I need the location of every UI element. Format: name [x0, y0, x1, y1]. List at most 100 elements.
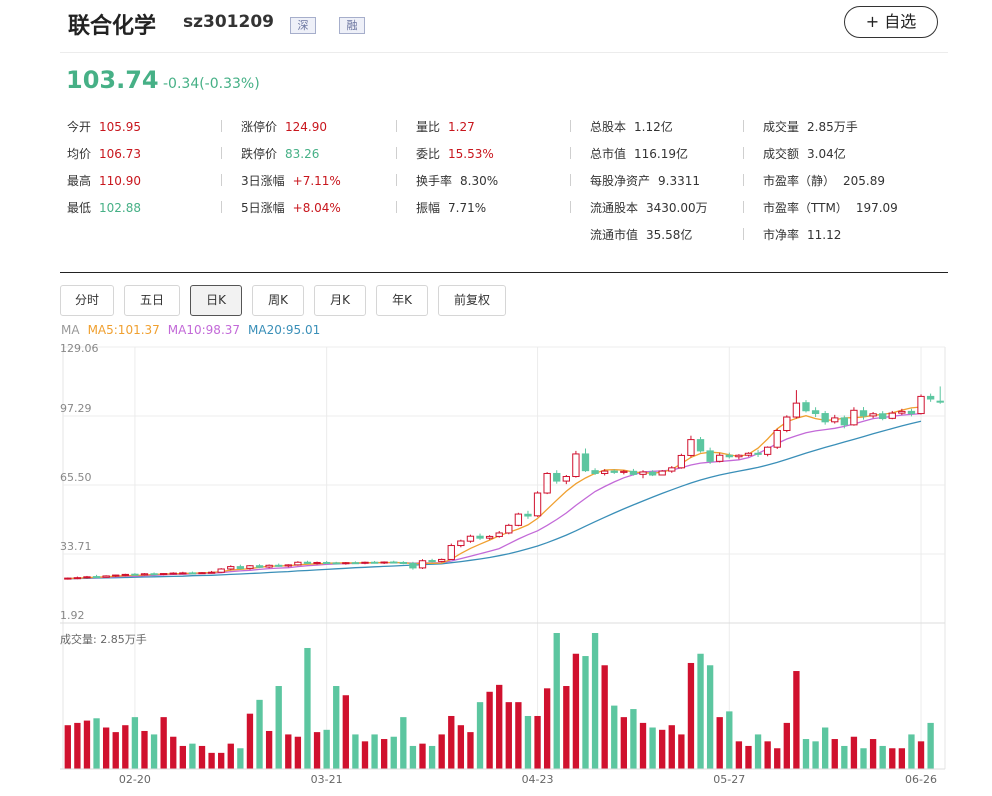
stat-value: 3430.00万: [646, 201, 708, 215]
stat-value: 110.90: [99, 174, 142, 188]
stat-item: 成交额 3.04亿: [763, 145, 846, 162]
tab-3[interactable]: 日K: [190, 285, 242, 316]
volume-bar: [380, 739, 388, 769]
volume-bar: [649, 727, 656, 769]
volume-bar: [678, 734, 685, 769]
volume-bar: [428, 745, 436, 769]
tab-7[interactable]: 前复权: [438, 285, 506, 316]
stat-item: 量比 1.27: [416, 118, 475, 135]
price-tick-label: 97.29: [60, 402, 92, 415]
stat-item: 总股本 1.12亿: [590, 118, 673, 135]
volume-bar: [419, 743, 426, 769]
price-tick-label: 65.50: [60, 471, 92, 484]
candle-body: [217, 568, 225, 573]
candle-body: [744, 452, 753, 456]
stat-label: 最低: [67, 201, 92, 215]
volume-bar: [860, 748, 867, 769]
tab-6[interactable]: 年K: [376, 285, 428, 316]
volume-bar: [476, 702, 484, 769]
volume-bar: [812, 741, 819, 769]
candle-body: [792, 402, 801, 418]
volume-bar: [179, 745, 187, 769]
volume-bar: [275, 686, 282, 769]
candle-body: [428, 560, 436, 563]
volume-bar: [591, 633, 599, 769]
candle-body: [92, 576, 101, 579]
candle-body: [610, 470, 618, 473]
volume-bar: [438, 734, 445, 769]
volume-bar: [285, 734, 292, 769]
stat-label: 市净率: [763, 228, 800, 242]
volume-bar: [668, 725, 675, 769]
candle-body: [447, 545, 455, 560]
candle-body: [179, 572, 187, 575]
stat-label: 最高: [67, 174, 92, 188]
candle-body: [351, 562, 360, 565]
stat-label: 流通市值: [590, 228, 639, 242]
volume-bar: [793, 671, 800, 769]
stat-label: 总市值: [590, 147, 627, 161]
candle-body: [879, 413, 887, 420]
ma20-line: [67, 420, 922, 580]
candle-body: [888, 412, 896, 419]
stat-separator: [743, 147, 744, 159]
candle-body: [495, 532, 503, 537]
stat-separator: [570, 201, 571, 213]
tab-5[interactable]: 月K: [314, 285, 366, 316]
candle-body: [418, 560, 427, 569]
candle-body: [706, 450, 714, 462]
candle-body: [370, 561, 379, 564]
candle-body: [399, 561, 408, 564]
stat-value: 8.30%: [460, 174, 499, 188]
stat-label: 市盈率（TTM）: [763, 201, 848, 215]
stat-value: 205.89: [843, 174, 886, 188]
stat-separator: [743, 201, 744, 213]
stat-value: +7.11%: [292, 174, 341, 188]
volume-bar: [879, 745, 886, 769]
volume-bar: [774, 748, 781, 769]
volume-bar: [524, 715, 532, 769]
volume-bar: [486, 691, 493, 769]
volume-bar: [764, 741, 771, 769]
candle-body: [236, 566, 245, 570]
candle-body: [409, 562, 417, 569]
stat-value: +8.04%: [292, 201, 341, 215]
add-watchlist-button[interactable]: + 自选: [844, 6, 938, 38]
stat-value: 197.09: [855, 201, 898, 215]
stat-value: 124.90: [285, 120, 328, 134]
volume-bar: [505, 702, 512, 769]
tab-4[interactable]: 周K: [252, 285, 304, 316]
date-tick-label: 04-23: [522, 773, 554, 786]
candle-body: [361, 561, 369, 564]
candle-body: [629, 470, 638, 475]
price-tick-label: 1.92: [60, 609, 85, 622]
volume-bar: [102, 727, 110, 769]
candle-body: [898, 410, 906, 414]
stat-label: 跌停价: [241, 147, 278, 161]
candle-body: [169, 572, 177, 575]
tab-2[interactable]: 五日: [124, 285, 180, 316]
volume-bar: [227, 743, 234, 769]
volume-bar: [313, 732, 321, 769]
volume-bar: [831, 739, 838, 769]
ma-legend-item: MA5:101.37: [87, 323, 160, 337]
candle-body: [783, 416, 791, 431]
stat-label: 换手率: [416, 174, 453, 188]
volume-bar: [304, 647, 311, 769]
volume-bar: [93, 718, 100, 769]
stat-item: 跌停价 83.26: [241, 145, 319, 162]
stat-value: 7.71%: [448, 201, 487, 215]
stat-label: 均价: [67, 147, 92, 161]
stat-label: 流通股本: [590, 201, 639, 215]
candle-body: [639, 471, 647, 475]
stat-separator: [570, 174, 571, 186]
tab-1[interactable]: 分时: [60, 285, 114, 316]
candle-body: [342, 562, 350, 565]
stat-label: 涨停价: [241, 120, 278, 134]
candle-body: [850, 409, 858, 426]
candle-body: [303, 561, 312, 564]
candle-body: [150, 573, 158, 576]
stock-name: 联合化学: [68, 14, 157, 39]
current-price: 103.74: [66, 66, 159, 94]
volume-bar: [850, 736, 858, 769]
